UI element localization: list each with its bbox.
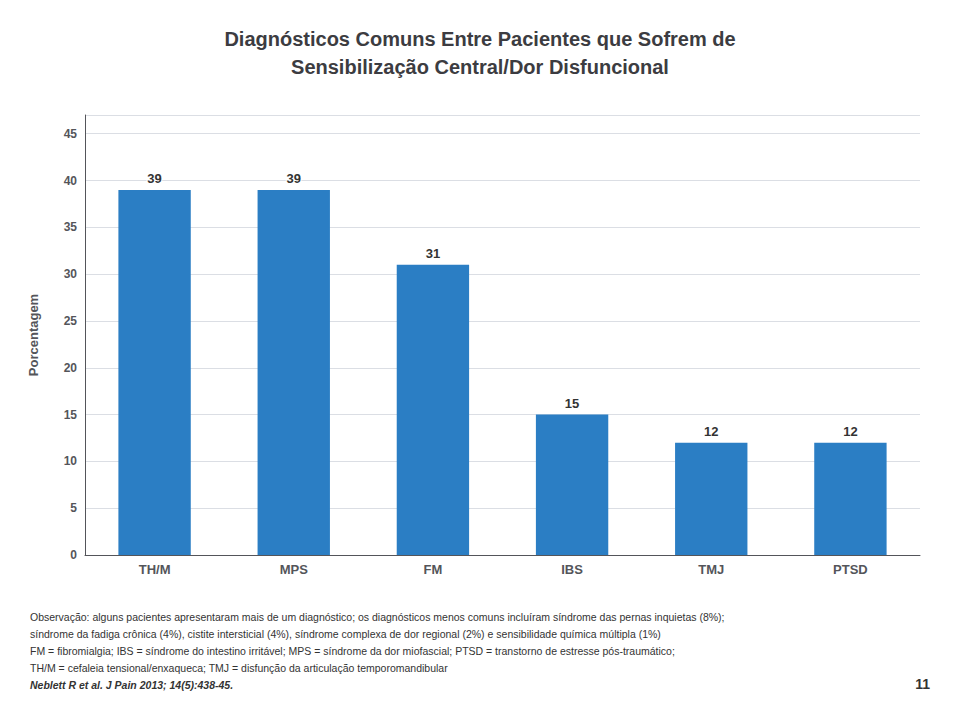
svg-text:31: 31 (426, 246, 440, 261)
svg-text:40: 40 (64, 174, 78, 188)
svg-text:20: 20 (64, 361, 78, 375)
svg-text:5: 5 (70, 501, 77, 515)
svg-text:10: 10 (64, 454, 78, 468)
svg-text:0: 0 (70, 548, 77, 562)
svg-text:TH/M = cefaleia tensional/enxa: TH/M = cefaleia tensional/enxaqueca; TMJ… (30, 662, 448, 674)
svg-text:MPS: MPS (280, 562, 309, 577)
svg-text:25: 25 (64, 314, 78, 328)
svg-text:Observação: alguns pacientes a: Observação: alguns pacientes apresentara… (30, 611, 725, 623)
svg-text:síndrome da fadiga crônica (4%: síndrome da fadiga crônica (4%), cistite… (30, 628, 661, 640)
svg-text:15: 15 (64, 408, 78, 422)
svg-text:30: 30 (64, 267, 78, 281)
svg-text:TH/M: TH/M (139, 562, 171, 577)
svg-text:39: 39 (147, 171, 161, 186)
svg-text:PTSD: PTSD (833, 562, 868, 577)
svg-text:TMJ: TMJ (698, 562, 724, 577)
svg-text:12: 12 (843, 424, 857, 439)
svg-text:Porcentagem: Porcentagem (26, 294, 41, 376)
svg-text:39: 39 (287, 171, 301, 186)
svg-text:45: 45 (64, 127, 78, 141)
svg-text:Diagnósticos Comuns Entre Paci: Diagnósticos Comuns Entre Pacientes que … (224, 28, 735, 50)
svg-text:Neblett R et al. J Pain 2013;: Neblett R et al. J Pain 2013; 14(5):438-… (30, 679, 233, 691)
svg-text:11: 11 (915, 676, 930, 692)
svg-text:15: 15 (565, 396, 579, 411)
svg-text:IBS: IBS (561, 562, 583, 577)
svg-text:FM: FM (424, 562, 443, 577)
svg-text:12: 12 (704, 424, 718, 439)
svg-text:Sensibilização Central/Dor Dis: Sensibilização Central/Dor Disfuncional (291, 56, 669, 78)
svg-text:35: 35 (64, 220, 78, 234)
svg-text:FM = fibromialgia; IBS = síndr: FM = fibromialgia; IBS = síndrome do int… (30, 645, 675, 657)
